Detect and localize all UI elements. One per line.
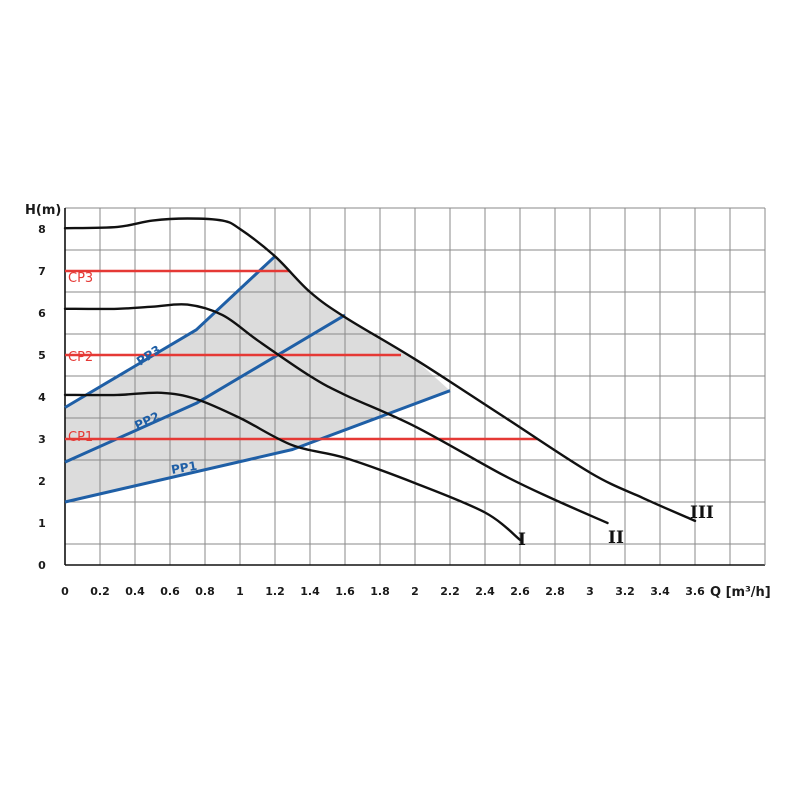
speed-curve-iii [63,217,697,523]
label-cp3: CP3 [68,271,93,286]
x-tick-label: 1.6 [335,585,355,598]
pp-line-pp1 [64,389,451,504]
y-axis-title: H(m) [25,203,61,218]
y-tick-label: 6 [38,307,46,320]
x-tick-label: 3.4 [650,585,670,598]
y-tick-label: 7 [38,265,46,278]
y-tick-label: 1 [38,517,46,530]
x-tick-label: 2.6 [510,585,530,598]
x-tick-label: 1.2 [265,585,285,598]
curve-label-iii: III [690,503,714,523]
x-axis-title: Q [m³/h] [710,585,771,600]
curve-label-i: I [518,530,526,550]
x-tick-label: 2.8 [545,585,565,598]
label-pp1: PP1 [170,459,198,477]
x-tick-label: 0.2 [90,585,110,598]
x-tick-label: 0.6 [160,585,180,598]
x-tick-label: 0.8 [195,585,215,598]
pp-line-pp2 [64,313,346,464]
y-tick-label: 0 [38,559,46,572]
x-tick-label: 3.2 [615,585,635,598]
curve-label-ii: II [608,528,624,548]
speed-curve-ii [63,303,609,525]
y-tick-label: 2 [38,475,46,488]
x-tick-label: 3.6 [685,585,705,598]
x-tick-label: 0 [61,585,69,598]
x-tick-label: 2.2 [440,585,460,598]
x-tick-label: 2 [411,585,419,598]
x-tick-label: 3 [586,585,594,598]
x-tick-label: 1.8 [370,585,390,598]
x-tick-label: 1 [236,585,244,598]
y-tick-label: 8 [38,223,46,236]
speed-curve-i [63,391,522,541]
y-tick-label: 5 [38,349,46,362]
y-tick-label: 3 [38,433,46,446]
label-cp2: CP2 [68,350,93,365]
operating-region [65,256,450,502]
y-tick-label: 4 [38,391,46,404]
x-tick-label: 2.4 [475,585,495,598]
x-tick-label: 1.4 [300,585,320,598]
pp-line-pp3 [64,255,277,409]
x-tick-label: 0.4 [125,585,145,598]
label-cp1: CP1 [68,430,93,445]
